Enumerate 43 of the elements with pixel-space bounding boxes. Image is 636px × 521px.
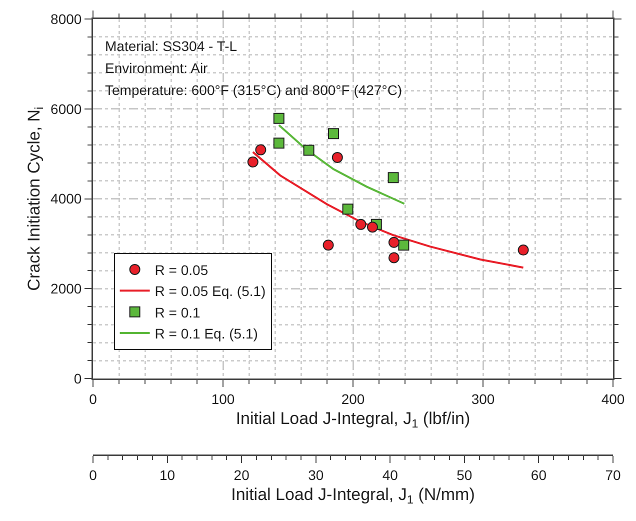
legend-label: R = 0.1 [154,304,201,320]
x-tick-label: 200 [341,390,365,407]
x2-tick-label: 60 [530,466,547,483]
x-tick-label: 300 [471,390,495,407]
point [273,112,284,124]
legend-label: R = 0.05 [154,262,208,278]
x2-tick-label: 70 [605,466,621,483]
point [398,240,410,251]
legend-label: R = 0.05 Eq. (5.1) [154,283,266,300]
x2-tick-label: 50 [456,466,472,483]
x2-tick-label: 20 [234,466,250,483]
point [303,144,314,156]
point [388,172,399,184]
x2-tick-label: 0 [89,466,98,483]
point [322,240,334,251]
legend-label: R = 0.1 Eq. (5.1) [154,326,258,342]
y-tick-label: 0 [74,370,82,387]
annotation: Environment: Air [105,60,208,76]
point [332,152,343,163]
point [247,156,258,168]
point [355,218,366,230]
point [367,222,378,233]
y-tick-label: 2000 [50,280,82,297]
x2-tick-label: 30 [308,466,324,483]
y-tick-label: 4000 [50,190,82,207]
annotation: Material: SS304 - T-L [105,38,238,54]
annotation: Temperature: 600°F (315°C) and 800°F (427°C) [105,82,402,98]
point [342,204,354,215]
x-tick-label: 100 [211,390,235,407]
point [255,144,266,156]
point [328,128,339,140]
x2-tick-label: 10 [160,466,176,483]
x2-tick-label: 40 [382,466,398,483]
y-tick-label: 8000 [50,10,82,27]
point [388,252,400,264]
point [518,244,529,256]
y-tick-label: 6000 [50,100,82,117]
x-tick-label: 0 [89,390,98,407]
point [273,138,284,149]
point [388,236,400,248]
x-axis-title: Initial Load J-Integral, J$_{1}$ (lbf/in) [236,409,470,431]
x2-axis-title: Initial Load J-Integral, J$_{1}$ (N/mm) [231,485,475,507]
x-tick-label: 400 [601,390,625,407]
